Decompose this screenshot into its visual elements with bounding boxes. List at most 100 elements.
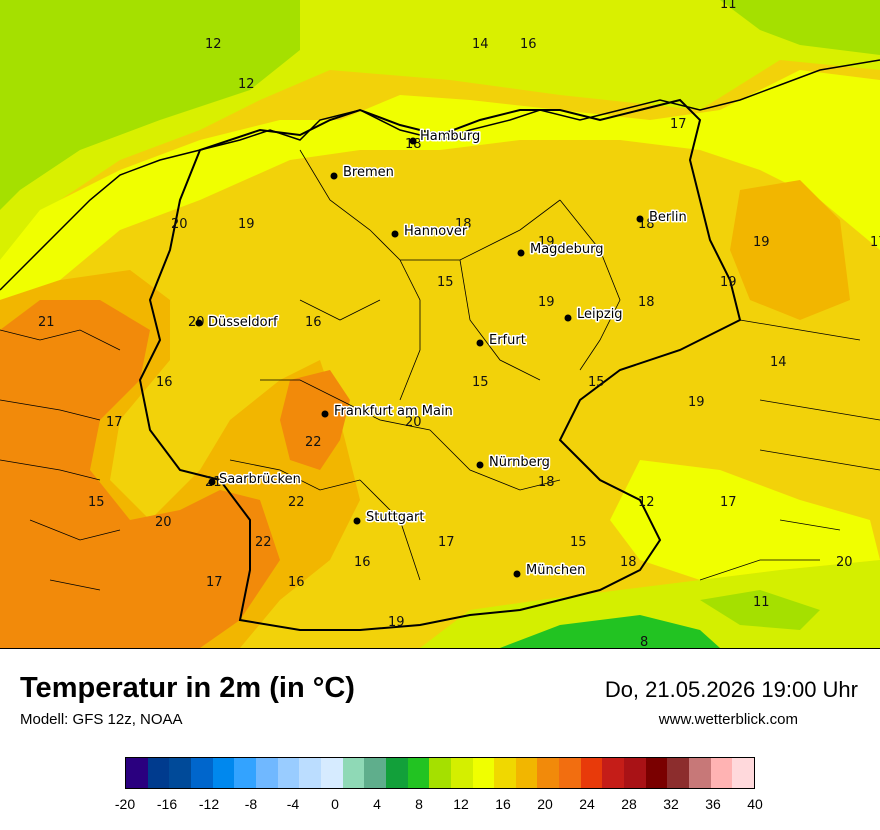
temp-label: 12 xyxy=(238,77,255,92)
legend-tick-label: -12 xyxy=(198,796,220,812)
legend-swatch xyxy=(147,758,170,788)
city-dot xyxy=(409,137,417,145)
legend-swatch xyxy=(320,758,343,788)
eastern-warmer xyxy=(730,180,850,320)
city-label: Erfurt xyxy=(489,333,526,348)
city-label: Magdeburg xyxy=(530,242,604,257)
temp-label: 15 xyxy=(472,375,489,390)
site-url[interactable]: www.wetterblick.com xyxy=(658,711,798,728)
city-dot xyxy=(476,339,484,347)
city-label: Frankfurt am Main xyxy=(334,404,453,419)
legend-swatch xyxy=(212,758,235,788)
legend-swatch xyxy=(385,758,408,788)
frankfurt-warm-pocket xyxy=(280,370,350,470)
legend-swatch xyxy=(342,758,365,788)
temp-label: 18 xyxy=(538,475,555,490)
temp-label: 11 xyxy=(753,595,770,610)
temp-label: 17 xyxy=(720,495,737,510)
legend-swatch xyxy=(689,758,711,788)
southwest-hot-zone xyxy=(0,300,280,648)
city-label: Saarbrücken xyxy=(219,472,301,487)
coastline xyxy=(0,59,880,291)
city-hannover[interactable]: Hannover xyxy=(391,223,469,241)
legend-swatch xyxy=(602,758,625,788)
legend-swatch xyxy=(732,758,755,788)
temp-label: 19 xyxy=(688,395,705,410)
temp-label: 20 xyxy=(155,515,172,530)
legend-tick-label: -20 xyxy=(114,796,136,812)
temp-label: 20 xyxy=(171,217,188,232)
temp-label: 12 xyxy=(205,37,222,52)
city-label: Leipzig xyxy=(577,307,623,322)
city-nuernberg[interactable]: Nürnberg xyxy=(476,454,551,472)
temp-label: 20 xyxy=(836,555,853,570)
city-dot xyxy=(353,517,361,525)
temp-label: 8 xyxy=(640,635,648,648)
baltic-cool xyxy=(720,0,880,55)
legend-tick-label: -8 xyxy=(244,796,258,812)
city-bremen[interactable]: Bremen xyxy=(330,164,395,182)
legend-tick-label: -4 xyxy=(286,796,300,812)
temp-label: 19 xyxy=(538,235,555,250)
city-label: Nürnberg xyxy=(489,455,550,470)
city-label: Hannover xyxy=(404,224,468,239)
legend-swatch xyxy=(710,758,733,788)
city-erfurt[interactable]: Erfurt xyxy=(476,332,527,350)
temp-label: 15 xyxy=(588,375,605,390)
temp-label: 19 xyxy=(238,217,255,232)
legend-tick-label: 28 xyxy=(621,796,637,812)
temp-label: 19 xyxy=(388,615,405,630)
temp-label: 16 xyxy=(288,575,305,590)
legend-swatch xyxy=(450,758,473,788)
legend-tick-label: 0 xyxy=(331,796,339,812)
city-stuttgart[interactable]: Stuttgart xyxy=(353,509,426,527)
east-yellow xyxy=(610,460,880,580)
map-title: Temperatur in 2m (in °C) xyxy=(20,672,355,704)
city-dot xyxy=(513,570,521,578)
city-berlin[interactable]: Berlin xyxy=(636,209,688,227)
legend-tick-label: 40 xyxy=(747,796,763,812)
city-frankfurt[interactable]: Frankfurt am Main xyxy=(321,403,454,421)
city-saarbruecken[interactable]: Saarbrücken xyxy=(208,471,302,489)
city-muenchen[interactable]: München xyxy=(513,562,587,580)
legend-swatch xyxy=(667,758,690,788)
legend-swatch xyxy=(234,758,256,788)
legend-swatch xyxy=(277,758,300,788)
legend-swatch xyxy=(580,758,603,788)
temp-label: 14 xyxy=(472,37,489,52)
temp-label: 14 xyxy=(770,355,787,370)
temp-label: 18 xyxy=(638,295,655,310)
temp-label: 18 xyxy=(620,555,637,570)
legend-swatch xyxy=(255,758,278,788)
temp-label: 22 xyxy=(305,435,322,450)
city-dot xyxy=(195,319,203,327)
temp-label: 12 xyxy=(638,495,655,510)
city-leipzig[interactable]: Leipzig xyxy=(564,306,624,324)
city-label: Berlin xyxy=(649,210,687,225)
city-dot xyxy=(321,410,329,418)
legend-swatch xyxy=(169,758,191,788)
city-magdeburg[interactable]: Magdeburg xyxy=(517,241,605,259)
city-dot xyxy=(330,172,338,180)
city-hamburg[interactable]: Hamburg xyxy=(409,128,482,146)
legend-tick-label: 8 xyxy=(415,796,423,812)
city-dot xyxy=(517,249,525,257)
alps-cool xyxy=(500,615,720,648)
temp-label: 21 xyxy=(38,315,55,330)
temp-label: 17 xyxy=(670,117,687,132)
temp-label: 16 xyxy=(354,555,371,570)
city-dot xyxy=(208,478,216,486)
city-duesseldorf[interactable]: Düsseldorf xyxy=(195,314,279,332)
temp-label: 16 xyxy=(520,37,537,52)
legend-tick-label: 24 xyxy=(579,796,595,812)
forecast-datetime: Do, 21.05.2026 19:00 Uhr xyxy=(604,677,858,702)
city-label: Stuttgart xyxy=(366,510,424,525)
temp-label: 22 xyxy=(288,495,305,510)
neighbor-borders xyxy=(0,319,880,591)
legend-tick-label: 32 xyxy=(663,796,679,812)
legend-tick-label: 20 xyxy=(537,796,553,812)
legend-tick-label: 36 xyxy=(705,796,721,812)
legend-tick-label: 12 xyxy=(453,796,469,812)
city-label: München xyxy=(526,563,585,578)
city-label: Bremen xyxy=(343,165,394,180)
